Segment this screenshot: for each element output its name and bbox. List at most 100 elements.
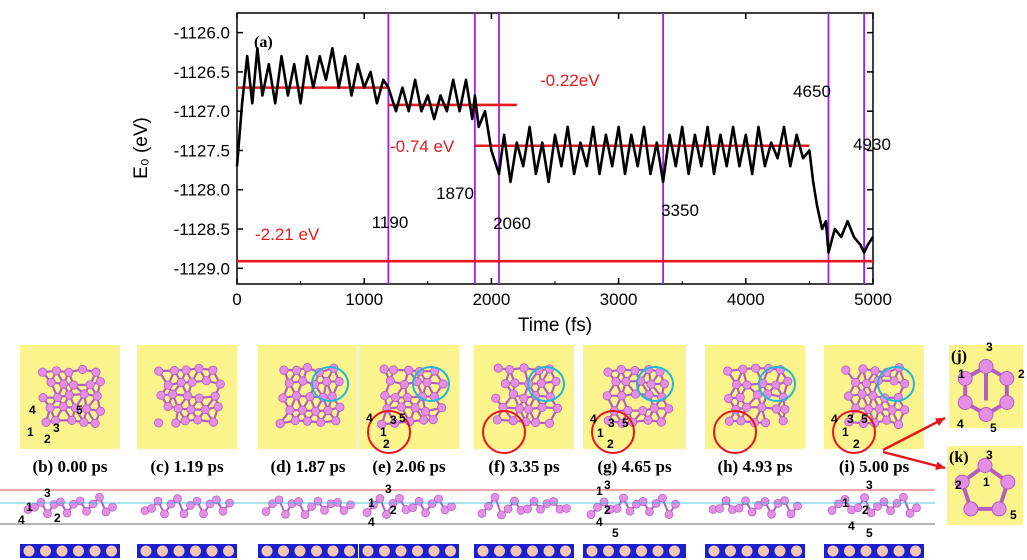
atom xyxy=(68,380,79,390)
side-atom xyxy=(879,497,889,507)
snapshot-time-label: (b) 0.00 ps xyxy=(32,457,107,476)
atom-number-label: 2 xyxy=(604,503,611,517)
side-atom xyxy=(549,497,558,506)
atom-number-label: 4 xyxy=(831,412,838,426)
substrate-atom xyxy=(619,545,631,557)
side-atom xyxy=(780,496,789,505)
atom-number-label: 3 xyxy=(53,421,60,435)
snapshot-time-label: (h) 4.93 ps xyxy=(717,457,792,476)
substrate-strip xyxy=(359,544,459,558)
atom xyxy=(861,378,872,389)
atom-number-label: 1 xyxy=(368,496,375,510)
atom xyxy=(514,404,525,414)
atom-number-label: 4 xyxy=(29,403,36,417)
x-ticks: 0 1000 2000 3000 4000 5000 xyxy=(232,13,892,309)
atom xyxy=(95,377,105,387)
atom xyxy=(95,406,105,416)
atom xyxy=(156,390,166,400)
arrow-head xyxy=(935,461,945,470)
substrate-atom xyxy=(140,545,152,557)
atom xyxy=(870,366,880,376)
substrate-layer xyxy=(137,544,237,558)
substrate-atom xyxy=(395,545,407,557)
atom xyxy=(738,364,748,374)
cyan-highlight-circle xyxy=(412,366,450,402)
atom xyxy=(537,402,547,412)
atom xyxy=(200,405,210,415)
atom xyxy=(213,402,223,412)
side-atom xyxy=(529,497,539,506)
atom-number-label: 5 xyxy=(861,412,868,426)
side-atom xyxy=(192,496,202,506)
x-tick-label: 5000 xyxy=(854,290,892,309)
substrate-atom xyxy=(311,545,322,557)
substrate-atom xyxy=(708,545,720,557)
substrate-atom xyxy=(510,545,522,557)
atom xyxy=(623,405,633,416)
atom xyxy=(617,418,627,428)
atom xyxy=(616,364,626,375)
panel-label-a: (a) xyxy=(254,34,273,51)
atom xyxy=(167,389,178,399)
substrate-layer xyxy=(359,544,459,558)
atom xyxy=(310,406,321,416)
atom xyxy=(180,416,190,426)
atom xyxy=(530,390,541,401)
atom xyxy=(851,377,861,387)
atom xyxy=(51,366,62,376)
atom xyxy=(889,376,899,386)
side-atom xyxy=(793,501,802,511)
side-atom xyxy=(56,497,65,507)
atom-number-label: 5 xyxy=(622,416,629,430)
side-atom xyxy=(599,497,609,507)
side-atom xyxy=(166,499,176,509)
atom xyxy=(422,377,432,388)
atom xyxy=(508,389,518,399)
atom xyxy=(90,418,100,428)
atom xyxy=(419,415,429,425)
atom xyxy=(275,418,285,429)
atom-number-label: 1 xyxy=(958,367,965,381)
side-atom xyxy=(447,502,456,511)
cyan-highlight-circle xyxy=(311,366,349,402)
atom xyxy=(377,419,387,429)
snapshot-panel: (h) 4.93 ps xyxy=(705,345,805,476)
cyan-highlight-circle xyxy=(636,366,674,402)
red-highlight-circle xyxy=(367,410,411,454)
substrate-atom xyxy=(261,545,273,557)
substrate-atom xyxy=(669,545,680,557)
atom xyxy=(322,376,332,387)
side-atom xyxy=(490,492,500,502)
side-atom xyxy=(212,495,221,505)
red-highlight-circle xyxy=(713,410,757,454)
atom xyxy=(664,404,674,414)
side-atom xyxy=(873,502,882,511)
atom xyxy=(723,366,733,376)
side-atom xyxy=(408,503,417,513)
side-atom xyxy=(658,493,667,503)
substrate-atom xyxy=(445,545,456,557)
atom xyxy=(171,418,181,428)
side-atom xyxy=(62,508,72,518)
atom xyxy=(858,364,868,374)
atom-number-label: 4 xyxy=(590,412,597,426)
substrate-layer xyxy=(20,544,120,558)
atom-number-label: 3 xyxy=(385,482,392,496)
substrate-layer xyxy=(824,544,924,558)
atom-number-label: 1 xyxy=(983,475,990,489)
substrate-atom xyxy=(106,545,117,557)
side-atom xyxy=(866,508,876,518)
atom-number-label: 2 xyxy=(390,503,397,517)
inset-arrows xyxy=(882,416,946,470)
side-atom xyxy=(421,508,430,518)
atom xyxy=(752,390,763,400)
substrate-strip xyxy=(20,544,120,558)
side-atom xyxy=(101,507,111,517)
atom xyxy=(611,377,621,387)
atom xyxy=(428,414,438,425)
substrate-atom xyxy=(89,545,101,557)
atom xyxy=(46,377,56,387)
atom-number-label: 5 xyxy=(76,403,83,417)
side-view xyxy=(258,480,358,532)
